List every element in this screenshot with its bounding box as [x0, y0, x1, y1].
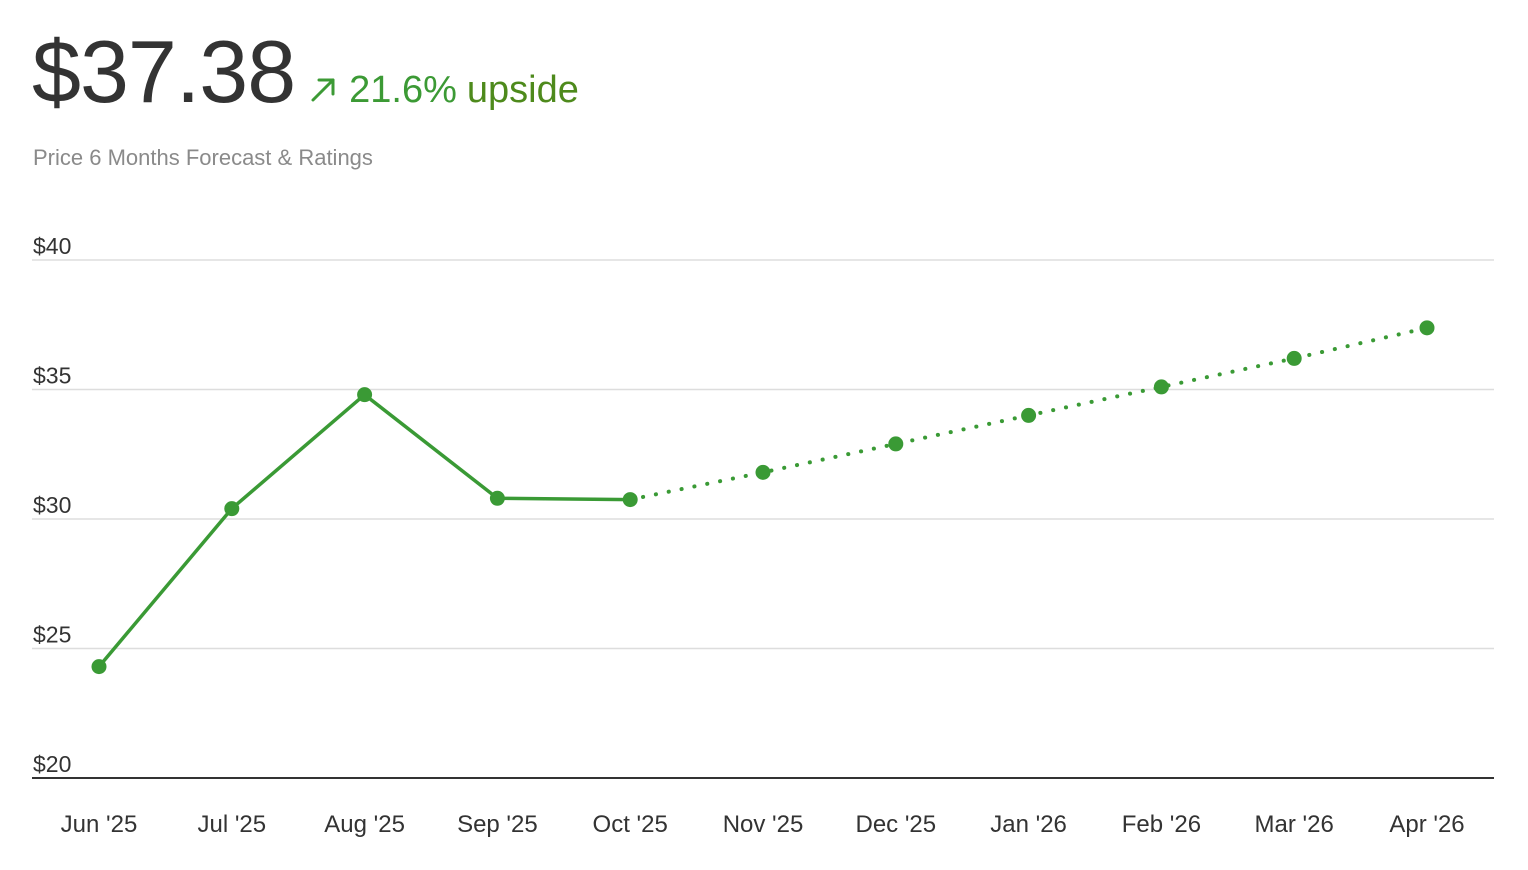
- data-point: [224, 501, 240, 517]
- x-tick-label: Dec '25: [855, 811, 936, 838]
- price-header: $37.38 21.6% upside: [32, 28, 579, 116]
- x-tick-label: Jun '25: [61, 811, 138, 838]
- data-point: [888, 436, 904, 452]
- arrow-up-right-icon: [311, 78, 335, 102]
- y-tick-label: $30: [33, 492, 71, 518]
- data-point: [1286, 350, 1302, 366]
- x-tick-label: Jul '25: [197, 811, 266, 838]
- x-tick-label: Jan '26: [990, 811, 1067, 838]
- history-line: [97, 392, 632, 669]
- x-tick-label: Oct '25: [593, 811, 668, 838]
- y-tick-label: $35: [33, 363, 71, 389]
- data-point: [622, 492, 638, 508]
- x-tick-label: Feb '26: [1122, 811, 1201, 838]
- chart-subtitle: Price 6 Months Forecast & Ratings: [33, 145, 373, 170]
- x-tick-label: Nov '25: [723, 811, 804, 838]
- x-tick-label: Mar '26: [1255, 811, 1334, 838]
- y-tick-label: $25: [33, 622, 71, 648]
- data-point: [1153, 379, 1169, 395]
- data-point: [1419, 320, 1435, 336]
- y-tick-label: $40: [33, 233, 71, 259]
- x-tick-label: Aug '25: [324, 811, 405, 838]
- upside-label: upside: [466, 69, 579, 111]
- target-price: $37.38: [32, 22, 296, 121]
- upside-percent: 21.6%: [349, 69, 457, 111]
- upside-indicator: 21.6% upside: [309, 71, 579, 109]
- data-point: [489, 490, 505, 506]
- data-point: [1021, 407, 1037, 423]
- y-tick-label: $20: [33, 751, 71, 777]
- data-point: [755, 464, 771, 480]
- data-point: [357, 387, 373, 403]
- data-point: [91, 659, 107, 675]
- x-tick-label: Sep '25: [457, 811, 538, 838]
- x-tick-label: Apr '26: [1389, 811, 1464, 838]
